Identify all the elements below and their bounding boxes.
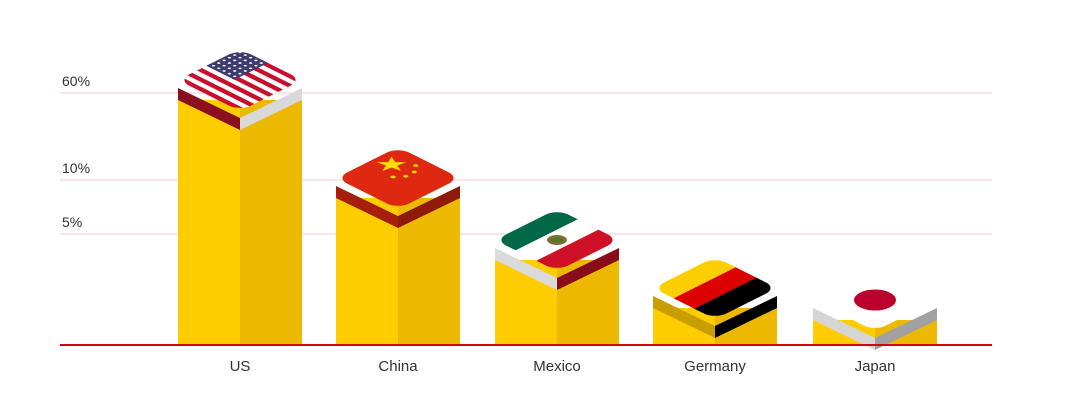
flag-slab-edge-right — [715, 296, 777, 338]
flag-slab-edge-left — [495, 248, 557, 290]
flag-slab-edge-left — [653, 296, 715, 338]
germany-flag — [652, 256, 778, 320]
flag-slab-edge-right — [240, 88, 302, 130]
flag-slab-edge-left — [178, 88, 240, 130]
bar-column-left — [178, 100, 240, 345]
bar-china — [335, 146, 461, 345]
flag-slab-edge-right — [398, 186, 460, 228]
mexico-flag — [494, 208, 620, 272]
y-tick-label: 60% — [62, 73, 90, 89]
bar-japan — [812, 268, 938, 350]
category-label-mexico: Mexico — [533, 358, 581, 375]
flag-slab-edge-left — [813, 308, 875, 350]
japan-flag — [812, 268, 938, 332]
y-tick-label: 5% — [62, 214, 82, 230]
flag-slab-edge-right — [557, 248, 619, 290]
category-labels: US China Mexico Germany Japan — [230, 358, 896, 375]
bar-mexico — [494, 208, 620, 345]
category-label-china: China — [378, 358, 418, 375]
bars — [177, 48, 938, 350]
y-tick-label: 10% — [62, 160, 90, 176]
flag-slab-edge-left — [336, 186, 398, 228]
us-flag — [177, 48, 303, 112]
category-label-germany: Germany — [684, 358, 746, 375]
category-label-us: US — [230, 358, 251, 375]
bar-us — [177, 48, 303, 345]
category-label-japan: Japan — [855, 358, 896, 375]
bar-germany — [652, 256, 778, 345]
y-axis-ticks: 60% 10% 5% — [62, 73, 90, 230]
bar-column-right — [240, 100, 302, 345]
flag-slab-edge-right — [875, 308, 937, 350]
